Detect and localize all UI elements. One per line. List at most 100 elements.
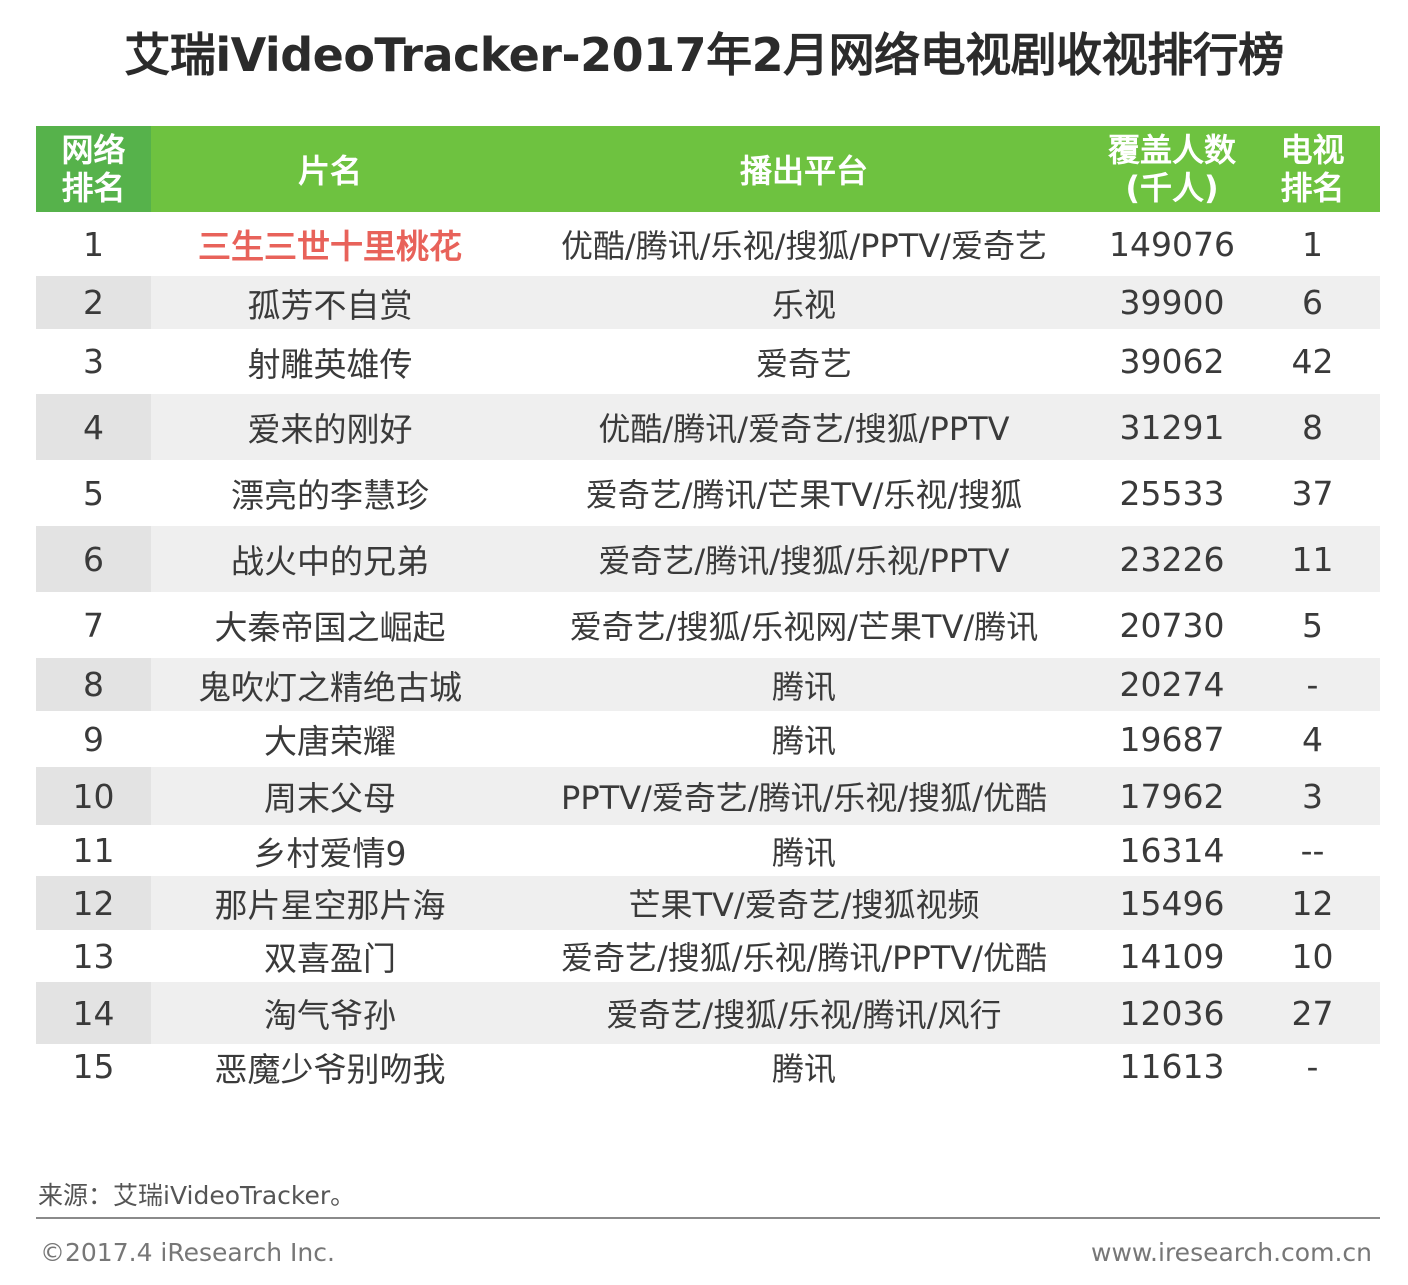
cell-online-rank: 3 (36, 329, 151, 394)
cell-platform: 爱奇艺/搜狐/乐视网/芒果TV/腾讯 (509, 592, 1099, 658)
cell-online-rank: 6 (36, 526, 151, 592)
cell-online-rank-text: 3 (83, 342, 104, 381)
cell-online-rank: 10 (36, 767, 151, 825)
cell-tv-rank: 4 (1245, 711, 1380, 767)
header-coverage: 覆盖人数 (千人) (1099, 126, 1245, 212)
cell-coverage-text: 17962 (1119, 776, 1225, 816)
cell-coverage: 16314 (1099, 825, 1245, 876)
cell-online-rank: 12 (36, 876, 151, 930)
table-header: 网络 排名 片名 播出平台 覆盖人数 (千人) 电视 排名 (36, 126, 1380, 212)
cell-title: 那片星空那片海 (151, 876, 509, 930)
cell-coverage-text: 14109 (1119, 936, 1225, 976)
cell-title-text: 周末父母 (264, 779, 396, 818)
cell-tv-rank: 11 (1245, 526, 1380, 592)
cell-coverage: 17962 (1099, 767, 1245, 825)
cell-coverage-text: 11613 (1119, 1047, 1225, 1086)
cell-platform: 芒果TV/爱奇艺/搜狐视频 (509, 876, 1099, 930)
cell-platform-text: 腾讯 (771, 833, 836, 872)
header-tv-rank-line2: 排名 (1280, 169, 1345, 207)
cell-coverage-text: 25533 (1119, 473, 1225, 513)
cell-coverage-text: 12036 (1119, 993, 1225, 1033)
cell-title-text: 双喜盈门 (264, 939, 396, 978)
cell-platform-text: 腾讯 (771, 667, 836, 706)
cell-coverage-text: 39062 (1119, 342, 1225, 381)
cell-online-rank: 2 (36, 276, 151, 329)
header-tv-rank: 电视 排名 (1245, 126, 1380, 212)
cell-title-text: 淘气爷孙 (264, 996, 396, 1035)
cell-tv-rank: 42 (1245, 329, 1380, 394)
cell-platform: 乐视 (509, 276, 1099, 329)
cell-tv-rank-text: 27 (1291, 993, 1334, 1033)
cell-title-text: 三生三世十里桃花 (198, 227, 462, 266)
table-row: 1 三生三世十里桃花 优酷/腾讯/乐视/搜狐/PPTV/爱奇艺 149076 1 (36, 212, 1380, 276)
table-row: 2 孤芳不自赏 乐视 39900 6 (36, 276, 1380, 329)
cell-coverage-text: 23226 (1119, 539, 1225, 579)
cell-online-rank-text: 5 (83, 473, 104, 513)
cell-online-rank-text: 1 (83, 224, 104, 264)
cell-tv-rank-text: 12 (1291, 883, 1334, 923)
source-note: 来源：艾瑞iVideoTracker。 (38, 1181, 356, 1210)
cell-platform-text: 爱奇艺/搜狐/乐视/腾讯/PPTV/优酷 (561, 939, 1047, 977)
cell-platform: 优酷/腾讯/乐视/搜狐/PPTV/爱奇艺 (509, 212, 1099, 276)
table-row: 8 鬼吹灯之精绝古城 腾讯 20274 - (36, 658, 1380, 711)
cell-tv-rank-text: - (1306, 665, 1319, 704)
cell-tv-rank-text: 42 (1291, 342, 1334, 381)
cell-tv-rank: - (1245, 1044, 1380, 1089)
cell-platform: 爱奇艺/搜狐/乐视/腾讯/风行 (509, 982, 1099, 1044)
cell-platform: 腾讯 (509, 825, 1099, 876)
cell-tv-rank-text: 11 (1291, 539, 1334, 579)
cell-online-rank: 1 (36, 212, 151, 276)
cell-coverage: 11613 (1099, 1044, 1245, 1089)
cell-coverage-text: 39900 (1119, 283, 1225, 322)
cell-title-text: 射雕英雄传 (247, 344, 413, 384)
cell-platform: 优酷/腾讯/爱奇艺/搜狐/PPTV (509, 394, 1099, 460)
table-row: 5 漂亮的李慧珍 爱奇艺/腾讯/芒果TV/乐视/搜狐 25533 37 (36, 460, 1380, 526)
cell-online-rank: 13 (36, 930, 151, 982)
cell-online-rank: 14 (36, 982, 151, 1044)
header-tv-rank-line1: 电视 (1280, 131, 1345, 169)
cell-title: 漂亮的李慧珍 (151, 460, 509, 526)
cell-title: 孤芳不自赏 (151, 276, 509, 329)
cell-coverage-text: 20730 (1119, 605, 1225, 645)
cell-coverage-text: 19687 (1119, 719, 1225, 759)
cell-platform: 爱奇艺 (509, 329, 1099, 394)
cell-tv-rank: 37 (1245, 460, 1380, 526)
cell-online-rank-text: 2 (83, 283, 104, 322)
cell-online-rank-text: 15 (72, 1047, 115, 1086)
cell-title-text: 孤芳不自赏 (247, 285, 413, 325)
cell-tv-rank: 12 (1245, 876, 1380, 930)
cell-title: 三生三世十里桃花 (151, 212, 509, 276)
cell-title: 乡村爱情9 (151, 825, 509, 876)
cell-platform-text: 爱奇艺/搜狐/乐视网/芒果TV/腾讯 (569, 608, 1039, 646)
cell-platform-text: 腾讯 (771, 722, 836, 760)
cell-title: 大唐荣耀 (151, 711, 509, 767)
cell-title: 鬼吹灯之精绝古城 (151, 658, 509, 711)
cell-platform-text: 优酷/腾讯/乐视/搜狐/PPTV/爱奇艺 (561, 227, 1047, 265)
header-online-rank-line2: 排名 (61, 169, 126, 207)
table-row: 3 射雕英雄传 爱奇艺 39062 42 (36, 329, 1380, 394)
cell-tv-rank-text: 10 (1291, 936, 1334, 976)
cell-platform: 腾讯 (509, 658, 1099, 711)
cell-title: 双喜盈门 (151, 930, 509, 982)
cell-platform: 腾讯 (509, 711, 1099, 767)
cell-title: 大秦帝国之崛起 (151, 592, 509, 658)
header-online-rank: 网络 排名 (36, 126, 151, 212)
table-row: 12 那片星空那片海 芒果TV/爱奇艺/搜狐视频 15496 12 (36, 876, 1380, 930)
cell-title-text: 大唐荣耀 (264, 722, 396, 761)
footer-divider (36, 1217, 1380, 1219)
cell-platform-text: 爱奇艺/搜狐/乐视/腾讯/风行 (606, 996, 1002, 1034)
cell-tv-rank-text: 5 (1302, 605, 1323, 645)
cell-coverage: 25533 (1099, 460, 1245, 526)
cell-tv-rank-text: 3 (1302, 776, 1323, 816)
cell-tv-rank: 5 (1245, 592, 1380, 658)
page-title: 艾瑞iVideoTracker-2017年2月网络电视剧收视排行榜 (124, 28, 1284, 82)
cell-online-rank: 15 (36, 1044, 151, 1089)
website: www.iresearch.com.cn (1091, 1238, 1372, 1267)
table-row: 7 大秦帝国之崛起 爱奇艺/搜狐/乐视网/芒果TV/腾讯 20730 5 (36, 592, 1380, 658)
cell-online-rank-text: 14 (72, 993, 115, 1033)
cell-title-text: 恶魔少爷别吻我 (214, 1049, 446, 1089)
cell-platform: 爱奇艺/腾讯/芒果TV/乐视/搜狐 (509, 460, 1099, 526)
cell-online-rank: 4 (36, 394, 151, 460)
cell-online-rank-text: 6 (83, 539, 104, 579)
cell-title: 周末父母 (151, 767, 509, 825)
